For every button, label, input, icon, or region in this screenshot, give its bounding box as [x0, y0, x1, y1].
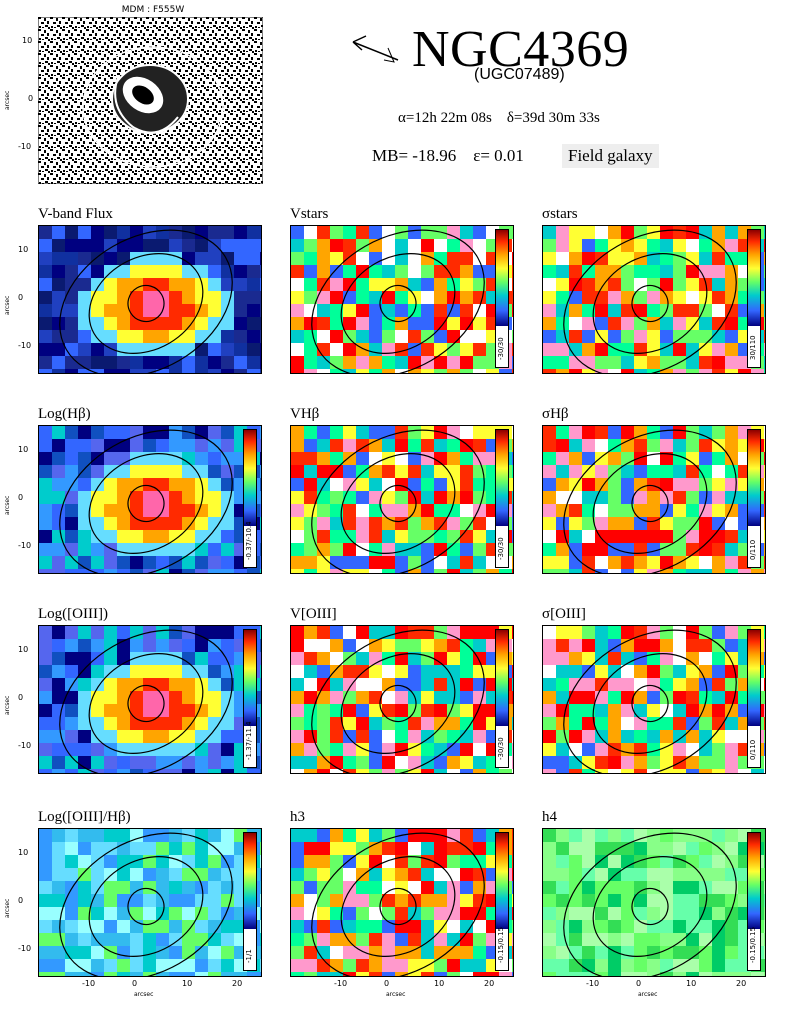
panel-title: Log([OIII]/Hβ) [38, 809, 131, 825]
x-tick-label: 0 [132, 979, 138, 988]
color-bar-range: 0/110 [749, 739, 757, 760]
panel-map [290, 828, 514, 977]
y-axis-label: arcsec [4, 295, 11, 315]
color-bar [747, 629, 761, 768]
y-tick-label: 0 [18, 693, 24, 702]
panel-map [38, 828, 262, 977]
color-bar-range: -0.15/0.15 [749, 926, 757, 963]
x-axis-label: arcsec [638, 991, 658, 998]
color-bar [243, 429, 257, 568]
y-tick-label: 10 [18, 645, 29, 654]
panel-title: h3 [290, 809, 305, 825]
header-y-label: arcsec [4, 90, 11, 110]
x-tick-label: -10 [586, 979, 600, 988]
panel-title: Log([OIII]) [38, 606, 108, 622]
galaxy-image-svg [37, 16, 264, 185]
color-bar [243, 832, 257, 971]
color-bar [747, 229, 761, 368]
panel-map [542, 828, 766, 977]
header-y-tick-0: 0 [28, 94, 34, 103]
galaxy-name: NGC4369 [412, 21, 630, 78]
x-tick-label: 10 [686, 979, 697, 988]
color-bar [495, 429, 509, 568]
panel-map [38, 225, 262, 374]
color-bar [495, 832, 509, 971]
panel-title: σstars [542, 206, 578, 222]
x-tick-label: 20 [232, 979, 243, 988]
x-tick-label: -10 [334, 979, 348, 988]
y-tick-label: -10 [18, 741, 32, 750]
y-tick-label: -10 [18, 541, 32, 550]
header-image [37, 16, 264, 185]
y-axis-label: arcsec [4, 495, 11, 515]
panel-map [542, 425, 766, 574]
color-bar-range: -30/30 [497, 737, 505, 760]
panel-map [290, 625, 514, 774]
color-bar-range: -0.15/0.15 [497, 926, 505, 963]
galaxy-stats: MB= -18.96 ε= 0.01 [372, 146, 524, 165]
x-tick-label: 0 [636, 979, 642, 988]
color-bar [495, 229, 509, 368]
north-arrow-icon [348, 30, 403, 74]
color-bar [747, 429, 761, 568]
panel-title: Log(Hβ) [38, 406, 91, 422]
color-bar [495, 629, 509, 768]
galaxy-alt-name: (UGC07489) [474, 66, 565, 83]
header-image-title: MDM : F555W [121, 5, 185, 15]
header-y-tick-m10: -10 [18, 142, 32, 151]
panel-map [38, 425, 262, 574]
panel-map [290, 225, 514, 374]
panel-title: V[OIII] [290, 606, 337, 622]
x-axis-label: arcsec [386, 991, 406, 998]
y-tick-label: 0 [18, 896, 24, 905]
galaxy-coords: α=12h 22m 08s δ=39d 30m 33s [398, 110, 600, 126]
header-y-tick-10: 10 [22, 36, 33, 45]
color-bar-range: -1.37/-11.4 [245, 721, 253, 760]
x-tick-label: -10 [82, 979, 96, 988]
y-tick-label: -10 [18, 341, 32, 350]
galaxy-environment: Field galaxy [562, 144, 659, 168]
panel-map [542, 225, 766, 374]
x-tick-label: 20 [484, 979, 495, 988]
panel-title: VHβ [290, 406, 320, 422]
color-bar-range: -0.37/-10.4 [245, 521, 253, 560]
panel-title: Vstars [290, 206, 329, 222]
color-bar [747, 832, 761, 971]
panel-map [38, 625, 262, 774]
panel-title: V-band Flux [38, 206, 113, 222]
color-bar [243, 629, 257, 768]
color-bar-range: -1/1 [245, 949, 253, 963]
y-tick-label: 10 [18, 245, 29, 254]
color-bar-range: 0/110 [749, 539, 757, 560]
panel-map [290, 425, 514, 574]
panel-map [542, 625, 766, 774]
y-tick-label: 10 [18, 848, 29, 857]
x-tick-label: 10 [434, 979, 445, 988]
color-bar-range: -30/30 [497, 537, 505, 560]
panel-title: σHβ [542, 406, 569, 422]
y-tick-label: 0 [18, 493, 24, 502]
x-tick-label: 0 [384, 979, 390, 988]
y-tick-label: -10 [18, 944, 32, 953]
color-bar-range: -30/30 [497, 337, 505, 360]
y-axis-label: arcsec [4, 898, 11, 918]
y-tick-label: 0 [18, 293, 24, 302]
x-tick-label: 10 [182, 979, 193, 988]
panel-title: h4 [542, 809, 557, 825]
color-bar-range: 30/110 [749, 335, 757, 360]
x-tick-label: 20 [736, 979, 747, 988]
panel-title: σ[OIII] [542, 606, 586, 622]
x-axis-label: arcsec [134, 991, 154, 998]
y-axis-label: arcsec [4, 695, 11, 715]
y-tick-label: 10 [18, 445, 29, 454]
